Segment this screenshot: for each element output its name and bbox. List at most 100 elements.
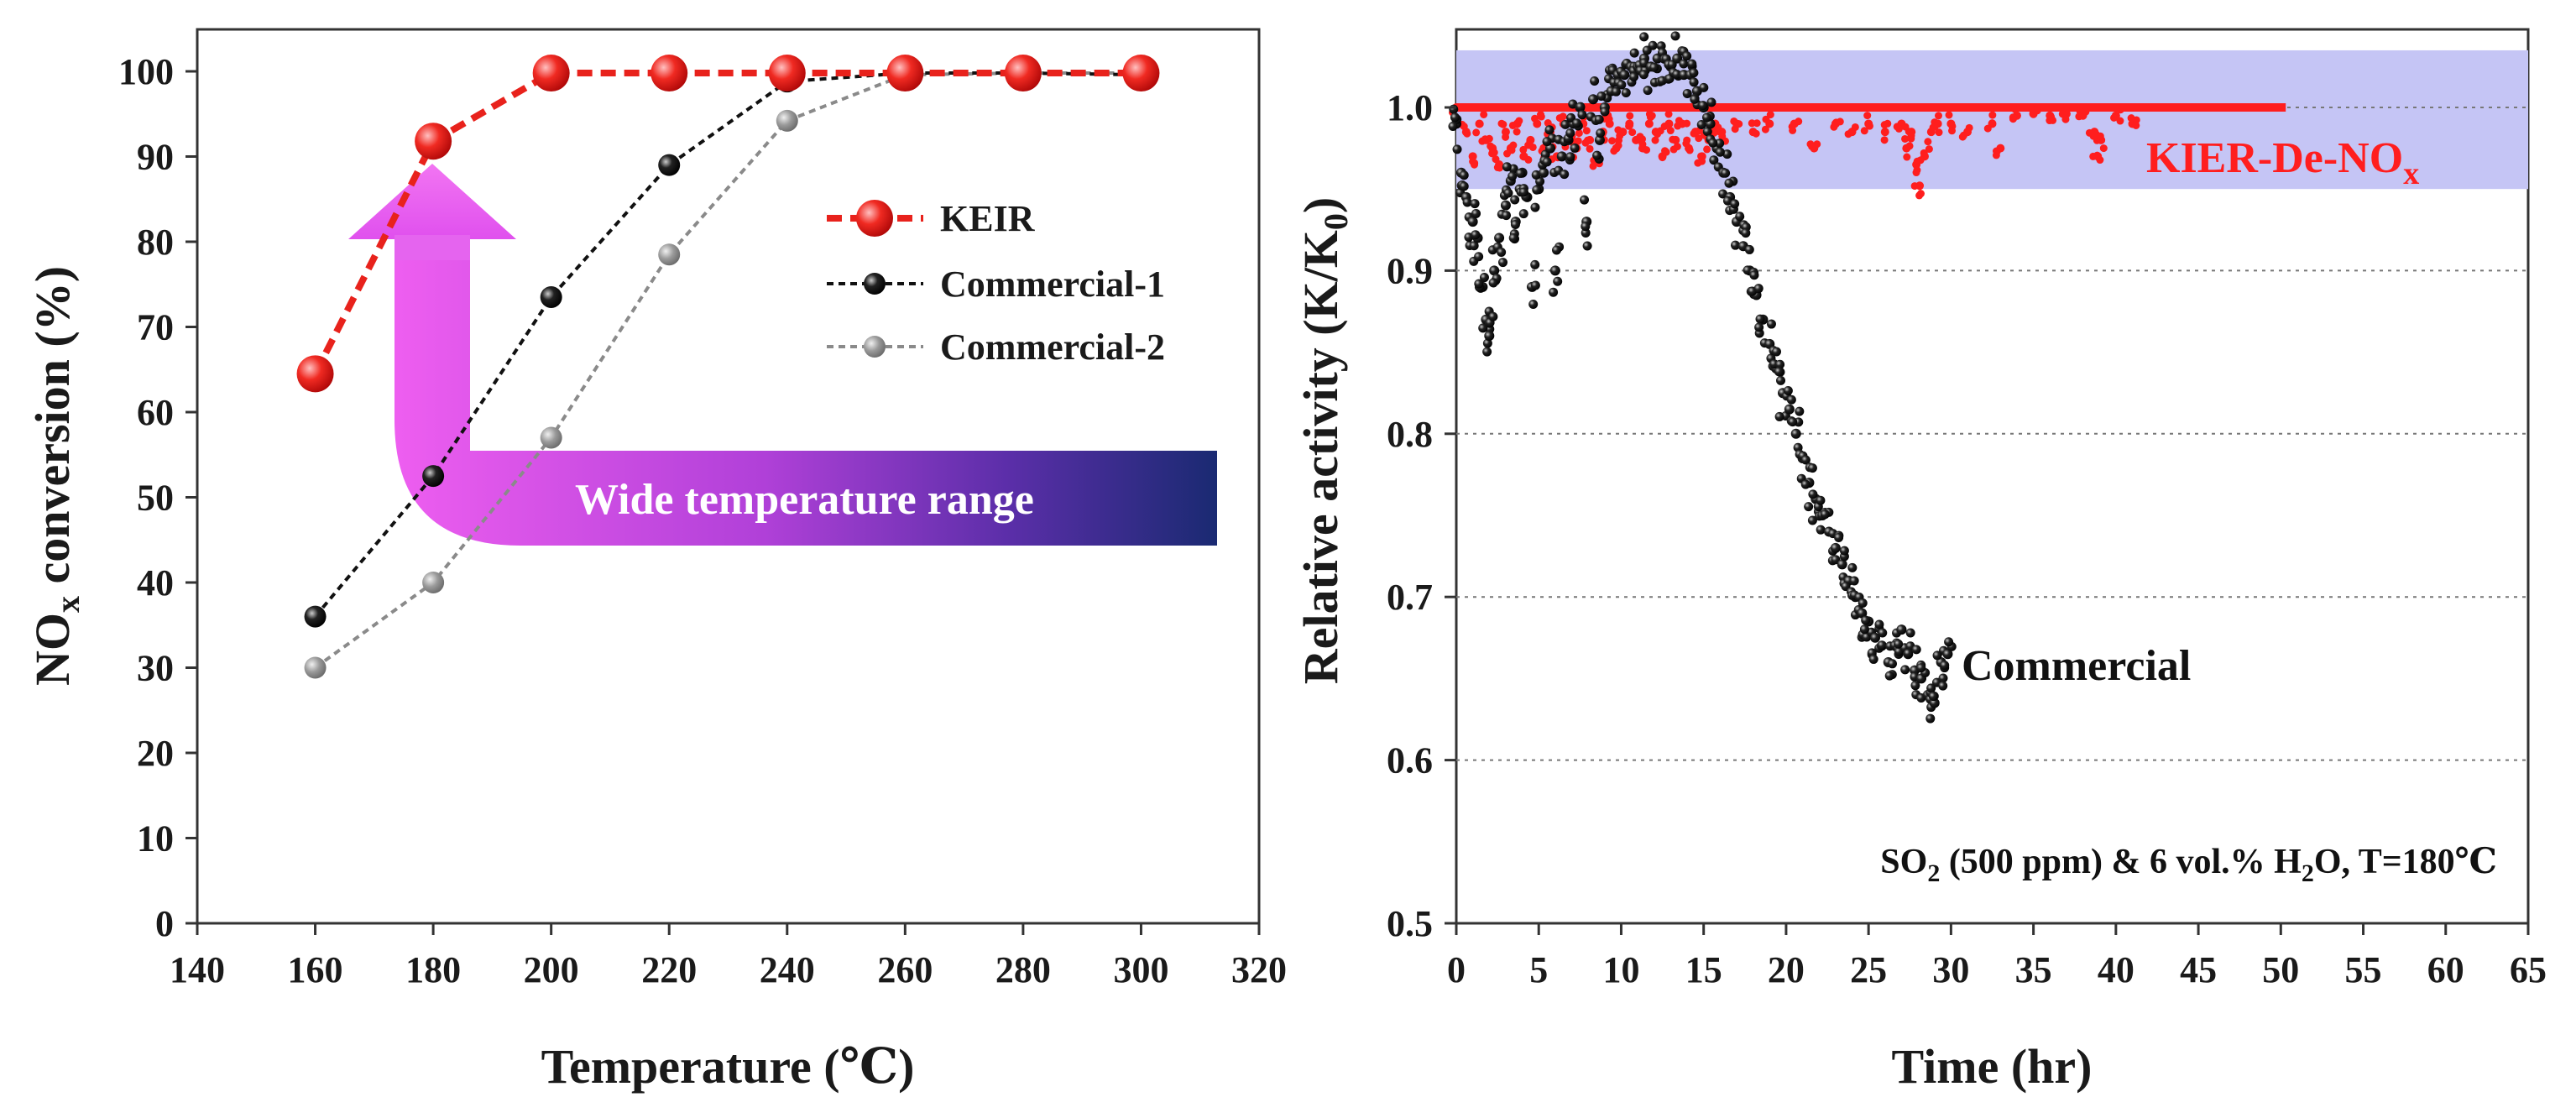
legend-label-commercial-1: Commercial-1 bbox=[940, 264, 1165, 305]
kier-point bbox=[1519, 152, 1528, 160]
commercial-point bbox=[1448, 122, 1458, 132]
kier-point bbox=[2085, 128, 2093, 137]
commercial-point bbox=[1878, 628, 1888, 638]
kier-point bbox=[1718, 132, 1727, 140]
commercial-point bbox=[1530, 202, 1540, 212]
left-y-tick-label: 80 bbox=[137, 222, 174, 263]
kier-point bbox=[1480, 110, 1488, 118]
commercial-point bbox=[1744, 244, 1754, 254]
kier-point bbox=[2110, 113, 2119, 122]
right-x-tick-label: 30 bbox=[1932, 949, 1969, 990]
commercial-point bbox=[1861, 615, 1871, 625]
commercial-point bbox=[1771, 347, 1781, 357]
commercial-point bbox=[1735, 212, 1745, 222]
commercial-point bbox=[1482, 338, 1492, 348]
commercial-point bbox=[1478, 323, 1488, 333]
commercial-point bbox=[1497, 248, 1507, 258]
left-x-tick-label: 280 bbox=[995, 949, 1051, 990]
kier-point bbox=[1929, 123, 1937, 132]
kier-point bbox=[1666, 127, 1675, 135]
commercial-point bbox=[1482, 347, 1492, 357]
right-x-tick-label: 5 bbox=[1529, 949, 1548, 990]
point-keir bbox=[296, 355, 334, 393]
commercial-point bbox=[1638, 70, 1649, 80]
commercial-point bbox=[1925, 713, 1936, 724]
commercial-point bbox=[1672, 53, 1683, 64]
commercial-point bbox=[1894, 639, 1904, 649]
commercial-point bbox=[1542, 157, 1552, 167]
commercial-point bbox=[1592, 150, 1602, 160]
kier-point bbox=[1905, 128, 1913, 136]
kier-point bbox=[1988, 119, 1996, 128]
commercial-point bbox=[1471, 208, 1481, 218]
right-y-tick-label: 0.7 bbox=[1387, 577, 1433, 618]
commercial-point bbox=[1940, 661, 1950, 671]
commercial-point bbox=[1530, 259, 1540, 269]
commercial-point bbox=[1849, 576, 1859, 586]
right-y-tick-label: 0.5 bbox=[1387, 903, 1433, 944]
commercial-point bbox=[1896, 624, 1907, 635]
kier-point bbox=[1912, 169, 1920, 177]
commercial-point bbox=[1679, 59, 1689, 69]
kier-point bbox=[1626, 121, 1634, 129]
commercial-point bbox=[1503, 188, 1513, 198]
commercial-point bbox=[1502, 162, 1512, 172]
commercial-point bbox=[1938, 673, 1948, 683]
commercial-point bbox=[1730, 240, 1740, 250]
kier-point bbox=[2116, 117, 2124, 125]
commercial-point bbox=[1582, 241, 1592, 251]
kier-point bbox=[1683, 119, 1691, 128]
commercial-point bbox=[1804, 502, 1814, 512]
kier-point bbox=[1626, 112, 1634, 120]
commercial-point bbox=[1556, 151, 1567, 162]
point-keir bbox=[415, 123, 452, 160]
commercial-point bbox=[1611, 86, 1621, 97]
left-y-tick-label: 30 bbox=[137, 648, 174, 689]
kier-point bbox=[1638, 140, 1647, 149]
kier-point bbox=[1832, 118, 1841, 127]
kier-point bbox=[1664, 110, 1673, 118]
commercial-point bbox=[1642, 45, 1652, 55]
commercial-point bbox=[1754, 322, 1764, 332]
kier-point bbox=[1513, 128, 1521, 136]
commercial-point bbox=[1807, 463, 1817, 473]
left-y-tick-label: 50 bbox=[137, 478, 174, 519]
left-x-tick-label: 300 bbox=[1113, 949, 1168, 990]
left-y-tick-label: 60 bbox=[137, 392, 174, 433]
kier-point bbox=[1463, 129, 1471, 138]
commercial-point bbox=[1508, 233, 1518, 243]
commercial-point bbox=[1698, 101, 1708, 111]
commercial-point bbox=[1858, 598, 1868, 609]
commercial-point bbox=[1549, 287, 1559, 297]
commercial-point bbox=[1542, 137, 1552, 147]
kier-point bbox=[1503, 149, 1512, 158]
kier-point bbox=[1531, 114, 1539, 123]
commercial-point bbox=[1570, 143, 1580, 153]
commercial-point bbox=[1837, 559, 1847, 570]
left-y-axis-title: NOx conversion (%) bbox=[25, 266, 86, 686]
kier-point bbox=[2009, 113, 2017, 122]
commercial-point bbox=[1690, 94, 1700, 104]
right-x-tick-label: 20 bbox=[1768, 949, 1805, 990]
right-x-tick-label: 25 bbox=[1850, 949, 1887, 990]
right-plot-frame bbox=[1455, 28, 2530, 925]
legend-marker-keir bbox=[856, 200, 893, 237]
right-x-tick-label: 35 bbox=[2015, 949, 2052, 990]
kier-point bbox=[1610, 147, 1618, 155]
kier-point bbox=[1519, 145, 1528, 154]
commercial-point bbox=[1566, 112, 1576, 123]
commercial-point bbox=[1928, 692, 1938, 702]
commercial-point bbox=[1702, 112, 1712, 123]
kier-point bbox=[1675, 117, 1683, 125]
kier-point bbox=[1948, 127, 1957, 135]
kier-point bbox=[1748, 119, 1756, 128]
commercial-point bbox=[1469, 241, 1479, 251]
kier-point bbox=[2093, 151, 2102, 159]
commercial-point bbox=[1532, 185, 1542, 195]
legend-marker-commercial-2 bbox=[864, 336, 886, 358]
kier-point bbox=[1492, 155, 1500, 164]
commercial-point bbox=[1874, 619, 1884, 630]
left-y-tick-label: 100 bbox=[118, 51, 174, 92]
kier-point bbox=[1988, 111, 1997, 119]
